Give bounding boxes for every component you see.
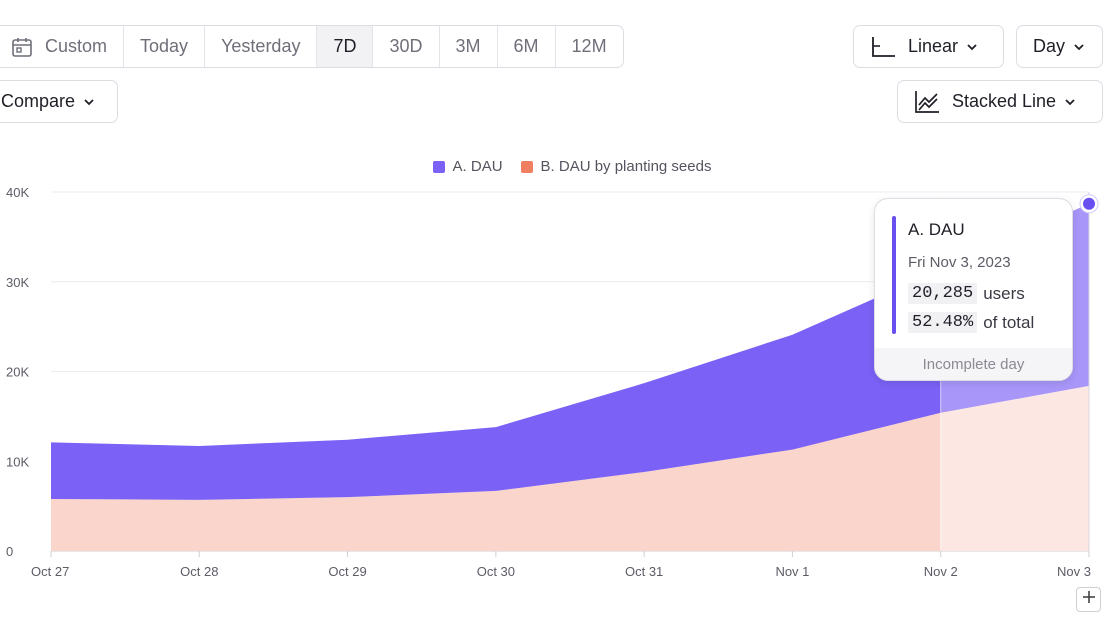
calendar-icon bbox=[11, 36, 33, 58]
chevron-down-icon bbox=[1073, 43, 1085, 51]
scale-label: Linear bbox=[908, 36, 959, 56]
chart-legend: A. DAU B. DAU by planting seeds bbox=[0, 158, 1114, 175]
tooltip-percent: 52.48% bbox=[908, 312, 978, 333]
hover-point bbox=[1083, 197, 1095, 210]
date-range-today[interactable]: Today bbox=[124, 26, 206, 67]
date-range-custom[interactable]: Custom bbox=[0, 26, 125, 67]
date-range-6m[interactable]: 6M bbox=[498, 26, 556, 67]
y-tick-label: 40K bbox=[6, 185, 29, 200]
y-tick-label: 20K bbox=[6, 365, 29, 380]
area-series-a bbox=[51, 269, 941, 500]
line-chart-icon bbox=[914, 90, 940, 114]
x-tick-label: Oct 31 bbox=[625, 564, 663, 579]
tooltip-series-marker bbox=[892, 216, 896, 334]
legend-swatch-b bbox=[520, 160, 533, 173]
x-tick-label: Nov 2 bbox=[924, 564, 958, 579]
date-range-selector: Custom Today Yesterday 7D 30D 3M 6M 12M bbox=[0, 25, 624, 68]
date-range-3m[interactable]: 3M bbox=[440, 26, 498, 67]
legend-label-a: A. DAU bbox=[452, 158, 503, 175]
tooltip-percent-row: 52.48% of total bbox=[908, 312, 1034, 333]
tooltip-value-unit: users bbox=[983, 283, 1025, 303]
date-range-30d[interactable]: 30D bbox=[373, 26, 440, 67]
x-tick-label: Oct 27 bbox=[31, 564, 69, 579]
area-series-b bbox=[51, 412, 941, 551]
compare-label: Compare bbox=[1, 91, 76, 111]
x-tick-label: Oct 29 bbox=[328, 564, 366, 579]
x-tick-label: Nov 1 bbox=[775, 564, 809, 579]
chevron-down-icon bbox=[966, 43, 978, 51]
plus-icon bbox=[1082, 590, 1096, 609]
interval-label: Day bbox=[1033, 36, 1066, 56]
chart-type-label: Stacked Line bbox=[952, 91, 1057, 111]
chart-tooltip: A. DAU Fri Nov 3, 2023 20,285 users 52.4… bbox=[874, 198, 1073, 381]
tooltip-value-row: 20,285 users bbox=[908, 283, 1025, 304]
date-range-yesterday[interactable]: Yesterday bbox=[205, 26, 318, 67]
date-range-custom-label: Custom bbox=[45, 36, 108, 56]
tooltip-title: A. DAU bbox=[908, 220, 965, 239]
legend-label-b: B. DAU by planting seeds bbox=[540, 158, 712, 175]
y-tick-label: 30K bbox=[6, 275, 29, 290]
chevron-down-icon bbox=[1064, 98, 1076, 106]
x-tick-label: Oct 30 bbox=[477, 564, 515, 579]
date-range-7d[interactable]: 7D bbox=[317, 26, 374, 67]
chart-type-dropdown[interactable]: Stacked Line bbox=[897, 80, 1103, 123]
add-button[interactable] bbox=[1076, 587, 1101, 612]
legend-item-a[interactable]: A. DAU bbox=[432, 158, 503, 175]
tooltip-date: Fri Nov 3, 2023 bbox=[908, 254, 1011, 271]
tooltip-footer: Incomplete day bbox=[875, 348, 1072, 380]
interval-dropdown[interactable]: Day bbox=[1016, 25, 1103, 68]
tooltip-percent-unit: of total bbox=[983, 312, 1035, 332]
compare-dropdown[interactable]: Compare bbox=[0, 80, 118, 123]
y-tick-label: 10K bbox=[6, 454, 29, 469]
legend-item-b[interactable]: B. DAU by planting seeds bbox=[520, 158, 712, 175]
legend-swatch-a bbox=[432, 160, 445, 173]
date-range-12m[interactable]: 12M bbox=[571, 36, 607, 56]
area-series-b-incomplete bbox=[940, 385, 1089, 551]
axis-icon bbox=[870, 36, 896, 58]
scale-dropdown[interactable]: Linear bbox=[853, 25, 1004, 68]
chevron-down-icon bbox=[83, 98, 95, 106]
tooltip-value: 20,285 bbox=[908, 283, 978, 304]
y-tick-label: 0 bbox=[6, 544, 13, 559]
x-tick-label: Oct 28 bbox=[180, 564, 218, 579]
x-tick-label: Nov 3 bbox=[1057, 564, 1091, 579]
